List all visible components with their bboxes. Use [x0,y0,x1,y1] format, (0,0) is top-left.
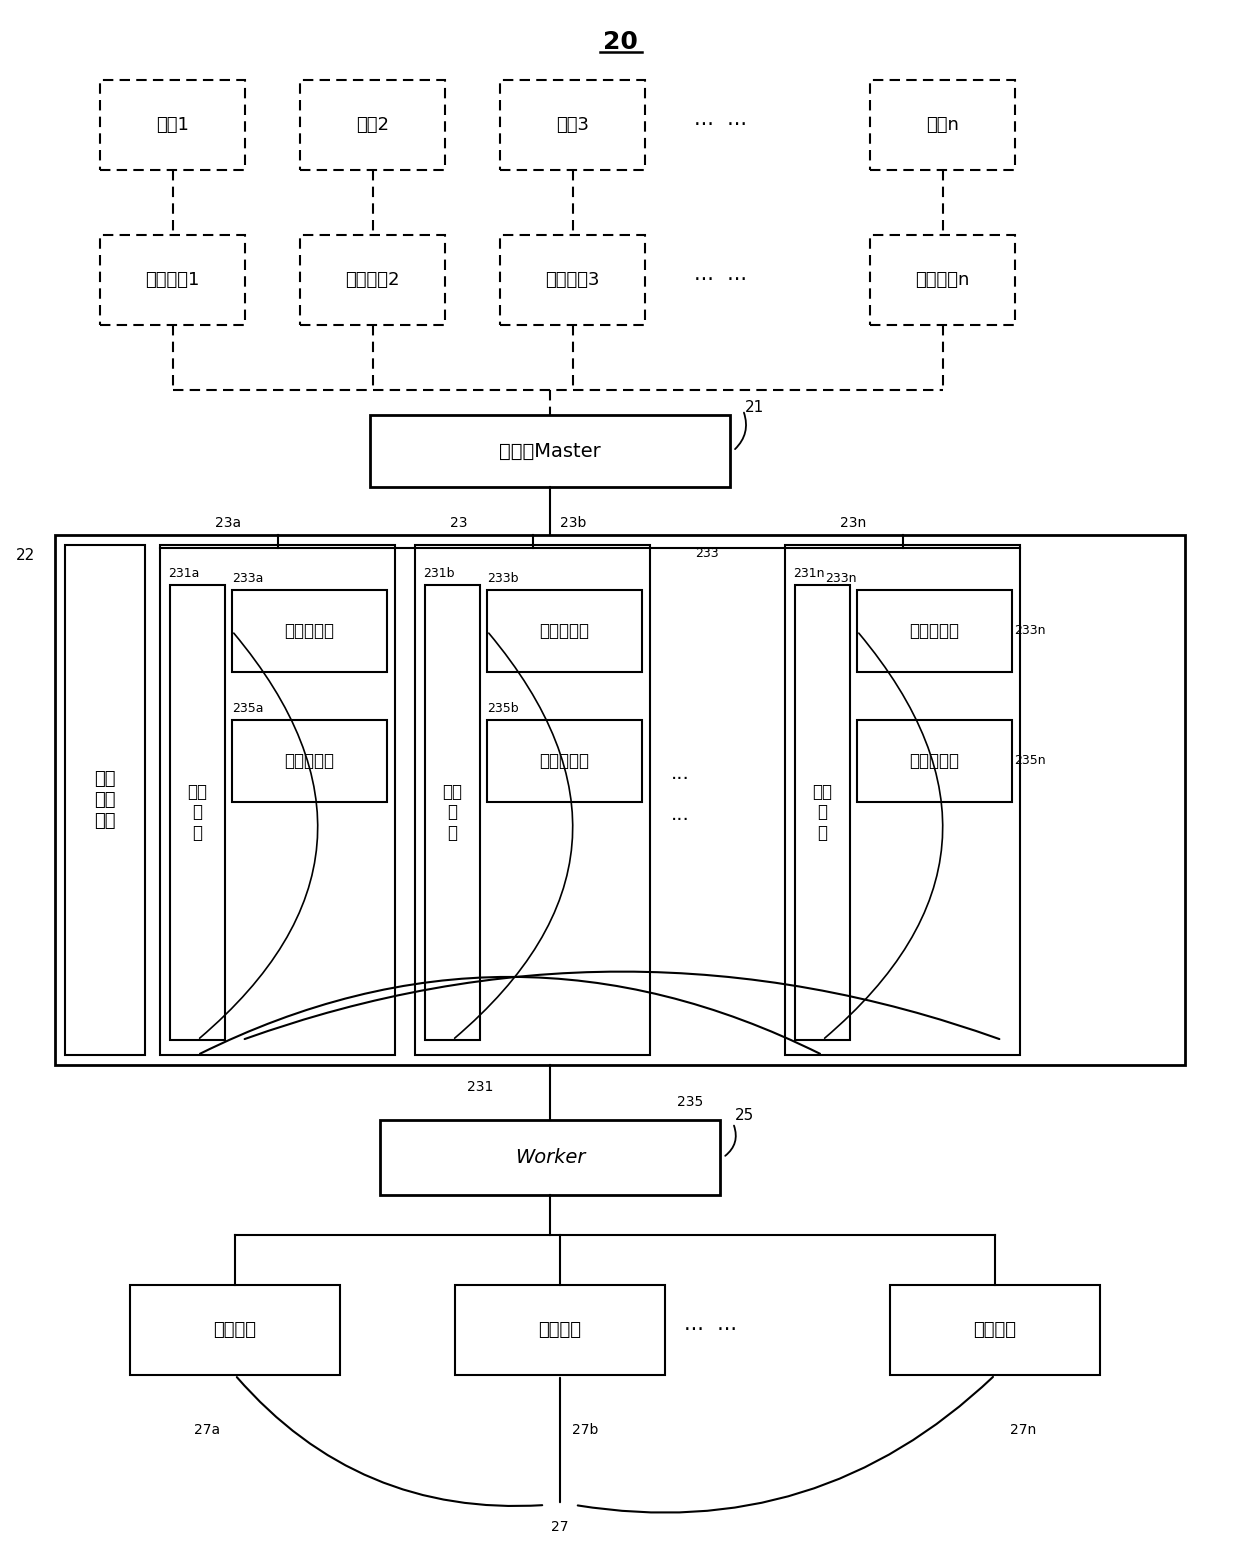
Text: 233: 233 [694,547,719,560]
Text: 任务
队
列: 任务 队 列 [443,783,463,842]
FancyArrowPatch shape [200,976,820,1054]
Text: 预测模型: 预测模型 [973,1321,1017,1339]
Text: 撤销计数器: 撤销计数器 [284,752,335,770]
Text: 用户界面2: 用户界面2 [345,271,399,288]
Text: 用户3: 用户3 [556,116,589,133]
Text: 加载计数器: 加载计数器 [539,622,589,640]
Text: 加载计数器: 加载计数器 [909,622,960,640]
Text: 235n: 235n [1014,755,1045,767]
Text: 233n: 233n [1014,625,1045,637]
Text: 用户界面n: 用户界面n [915,271,970,288]
Bar [415,546,650,1056]
FancyArrowPatch shape [455,632,573,1038]
Text: 231a: 231a [167,567,200,580]
Text: ···  ···: ··· ··· [693,115,746,135]
Bar [487,591,642,673]
Bar [500,81,645,170]
Text: 加载计数器: 加载计数器 [284,622,335,640]
Text: 22: 22 [16,549,35,563]
Bar [370,415,730,487]
FancyArrowPatch shape [237,1376,542,1507]
Text: 25: 25 [735,1108,754,1124]
Text: 235b: 235b [487,702,518,715]
Text: 233n: 233n [826,572,857,584]
Text: ···  ···: ··· ··· [693,270,746,290]
Text: 27n: 27n [1011,1423,1037,1437]
Bar [795,584,849,1040]
Bar [300,81,445,170]
Bar [857,721,1012,801]
Text: 用户n: 用户n [926,116,959,133]
Text: 233b: 233b [487,572,518,584]
Text: 23b: 23b [560,516,587,530]
Text: 预测模型: 预测模型 [213,1321,257,1339]
Text: ···
···: ··· ··· [671,770,689,831]
Text: 用户1: 用户1 [156,116,188,133]
Text: 任务
队
列: 任务 队 列 [812,783,832,842]
Text: 27: 27 [552,1521,569,1534]
FancyArrowPatch shape [825,632,942,1038]
FancyArrowPatch shape [735,412,746,449]
Bar [425,584,480,1040]
Bar [857,591,1012,673]
Text: 235: 235 [677,1094,703,1108]
Bar [55,535,1185,1065]
Text: 23a: 23a [215,516,241,530]
Text: 撤销计数器: 撤销计数器 [539,752,589,770]
Bar [870,236,1016,326]
Text: 23: 23 [450,516,467,530]
Text: 231n: 231n [794,567,825,580]
Text: 27b: 27b [572,1423,599,1437]
Text: 233a: 233a [232,572,263,584]
Bar [232,591,387,673]
Bar [890,1285,1100,1375]
FancyArrowPatch shape [725,1125,735,1156]
Bar [100,236,246,326]
Text: Worker: Worker [515,1149,585,1167]
Text: 任务
统计
队列: 任务 统计 队列 [94,770,115,829]
Bar [300,236,445,326]
Bar [130,1285,340,1375]
Text: 235a: 235a [232,702,263,715]
Bar [870,81,1016,170]
Text: 231b: 231b [423,567,455,580]
FancyArrowPatch shape [578,1376,993,1513]
Bar [455,1285,665,1375]
Bar [785,546,1021,1056]
FancyArrowPatch shape [200,632,317,1038]
Text: 用户2: 用户2 [356,116,389,133]
FancyArrowPatch shape [244,972,999,1038]
Text: 预测模型: 预测模型 [538,1321,582,1339]
Bar [500,236,645,326]
Text: 27a: 27a [193,1423,219,1437]
Bar [160,546,396,1056]
Bar [232,721,387,801]
Text: 用户界面1: 用户界面1 [145,271,200,288]
Bar [64,546,145,1056]
Bar [487,721,642,801]
Bar [170,584,224,1040]
Text: 用户界面3: 用户界面3 [546,271,600,288]
Text: 231: 231 [466,1080,494,1094]
Text: ···  ···: ··· ··· [683,1321,737,1341]
Text: 撤销计数器: 撤销计数器 [909,752,960,770]
Bar [379,1121,720,1195]
Text: 任务
队
列: 任务 队 列 [187,783,207,842]
Bar [100,81,246,170]
Text: 20: 20 [603,29,637,54]
Text: 主控器Master: 主控器Master [500,442,601,460]
Text: 21: 21 [745,400,764,415]
Text: 23n: 23n [839,516,867,530]
